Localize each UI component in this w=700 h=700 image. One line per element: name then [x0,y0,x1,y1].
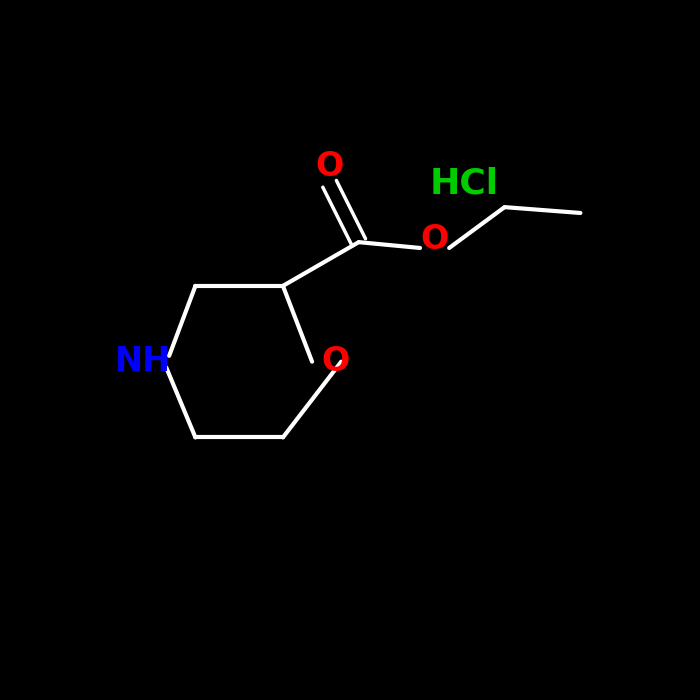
Text: NH: NH [115,345,171,378]
Text: HCl: HCl [429,167,498,201]
Text: O: O [421,223,449,256]
Text: O: O [316,150,344,183]
Text: O: O [321,345,349,378]
